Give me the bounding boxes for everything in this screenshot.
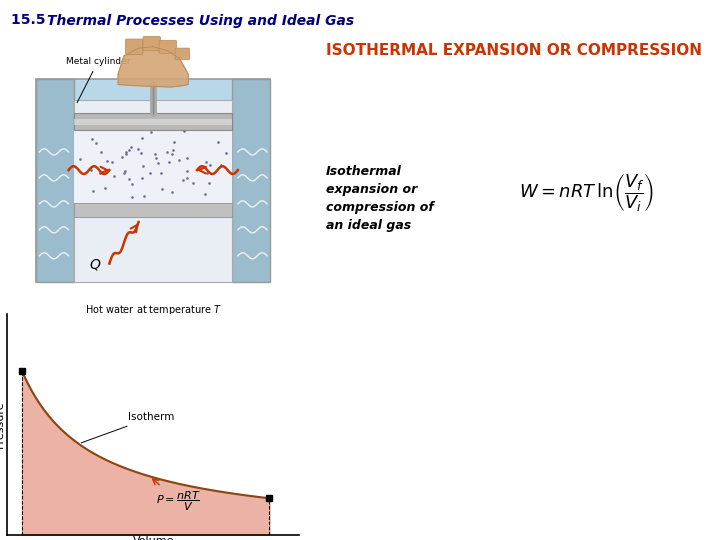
- Text: $P = \dfrac{nRT}{V}$: $P = \dfrac{nRT}{V}$: [153, 479, 201, 513]
- Text: Isothermal
expansion or
compression of
an ideal gas: Isothermal expansion or compression of a…: [325, 165, 433, 232]
- Bar: [74, 119, 232, 125]
- Text: Isotherm: Isotherm: [81, 413, 174, 443]
- Bar: [232, 79, 270, 282]
- Text: Metal cylinder: Metal cylinder: [66, 57, 130, 103]
- FancyBboxPatch shape: [159, 40, 176, 53]
- Bar: [74, 100, 232, 282]
- Text: 15.5: 15.5: [11, 14, 50, 28]
- Bar: [74, 202, 232, 217]
- Bar: [74, 113, 232, 130]
- FancyBboxPatch shape: [125, 39, 143, 55]
- Polygon shape: [118, 47, 188, 87]
- Text: Thermal Processes Using and Ideal Gas: Thermal Processes Using and Ideal Gas: [47, 14, 354, 28]
- Bar: [74, 130, 232, 202]
- Text: ISOTHERMAL EXPANSION OR COMPRESSION: ISOTHERMAL EXPANSION OR COMPRESSION: [325, 43, 702, 58]
- Text: $(a)$: $(a)$: [145, 321, 161, 334]
- FancyBboxPatch shape: [143, 36, 161, 51]
- Bar: [37, 79, 74, 282]
- Bar: [37, 79, 270, 282]
- FancyBboxPatch shape: [175, 48, 189, 60]
- Text: $Q$: $Q$: [89, 257, 102, 272]
- Y-axis label: Pressure: Pressure: [0, 401, 4, 448]
- Text: $W = nRT\,\ln\!\left(\dfrac{V_f}{V_i}\right)$: $W = nRT\,\ln\!\left(\dfrac{V_f}{V_i}\ri…: [519, 173, 654, 214]
- Text: Hot water at temperature $T$: Hot water at temperature $T$: [84, 302, 222, 316]
- X-axis label: Volume
$(b)$: Volume $(b)$: [132, 536, 174, 540]
